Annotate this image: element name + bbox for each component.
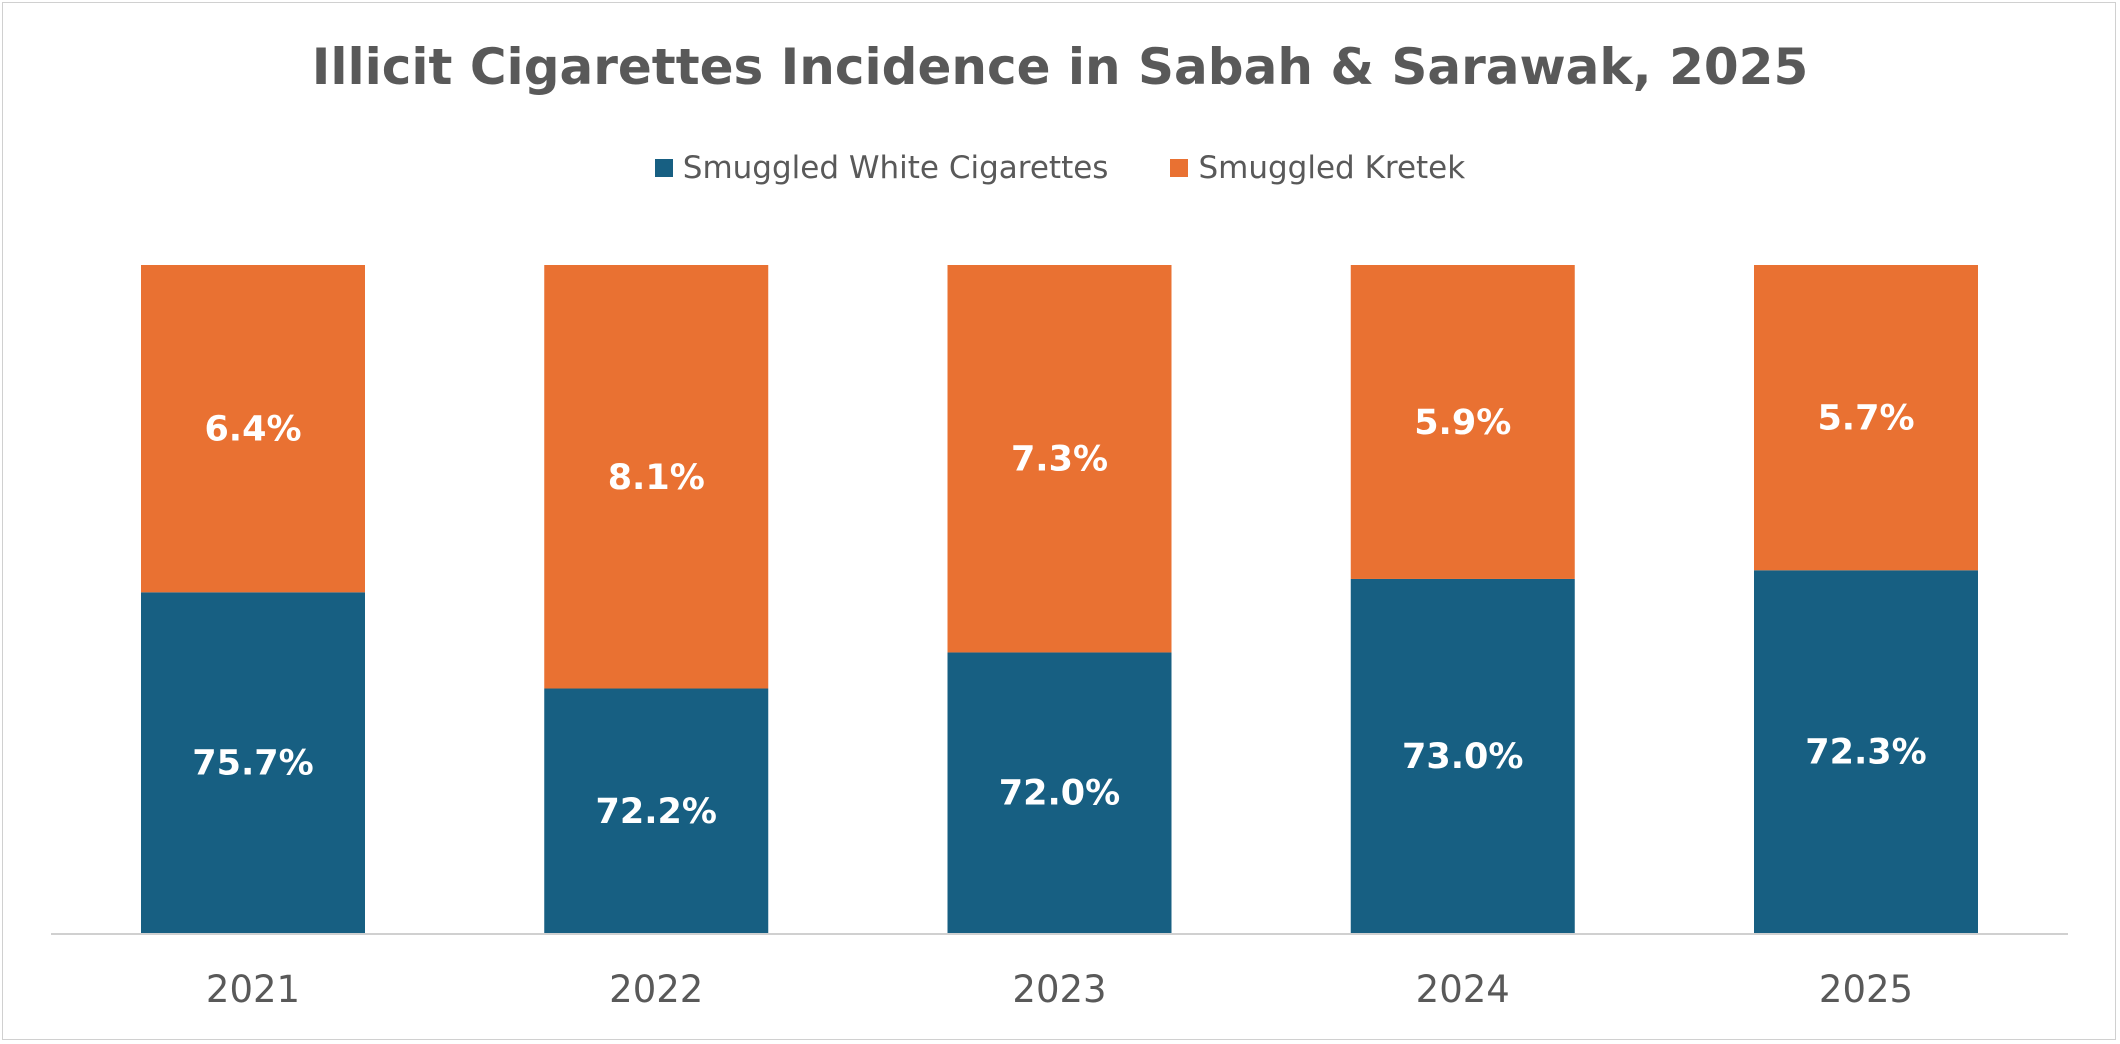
legend: Smuggled White Cigarettes Smuggled Krete… (0, 150, 2120, 186)
bar-kretek-2021 (141, 265, 365, 593)
x-tick-label-2022: 2022 (609, 968, 703, 1011)
data-label-kretek-2022: 8.1% (608, 458, 705, 498)
data-label-kretek-2025: 5.7% (1817, 399, 1914, 439)
data-label-white-2022: 72.2% (596, 792, 717, 832)
x-tick-label-2023: 2023 (1012, 968, 1106, 1011)
data-label-white-2021: 75.7% (192, 744, 313, 784)
x-tick-label-2025: 2025 (1819, 968, 1913, 1011)
legend-swatch-kretek (1170, 159, 1189, 177)
legend-swatch-white (654, 159, 673, 177)
legend-label-white: Smuggled White Cigarettes (682, 150, 1109, 186)
bar-white-2025 (1754, 570, 1978, 933)
data-label-kretek-2023: 7.3% (1011, 440, 1108, 480)
bar-kretek-2025 (1754, 265, 1978, 571)
data-label-kretek-2021: 6.4% (204, 410, 301, 450)
x-tick-label-2021: 2021 (206, 968, 300, 1011)
bar-kretek-2023 (947, 265, 1172, 653)
data-label-white-2025: 72.3% (1805, 733, 1926, 773)
data-label-white-2023: 72.0% (999, 774, 1120, 814)
data-label-white-2024: 73.0% (1402, 737, 1523, 777)
bar-kretek-2024 (1350, 265, 1575, 579)
legend-label-kretek: Smuggled Kretek (1198, 150, 1466, 186)
legend-item-kretek: Smuggled Kretek (1170, 150, 1465, 186)
data-label-kretek-2024: 5.9% (1414, 403, 1511, 443)
legend-item-white: Smuggled White Cigarettes (654, 150, 1109, 186)
bar-white-2022 (544, 688, 769, 933)
bar-white-2024 (1350, 578, 1575, 933)
chart-title: Illicit Cigarettes Incidence in Sabah & … (311, 38, 1809, 96)
bar-white-2023 (947, 652, 1172, 933)
x-tick-label-2024: 2024 (1416, 968, 1510, 1011)
bar-white-2021 (141, 592, 365, 933)
bar-kretek-2022 (544, 265, 769, 689)
